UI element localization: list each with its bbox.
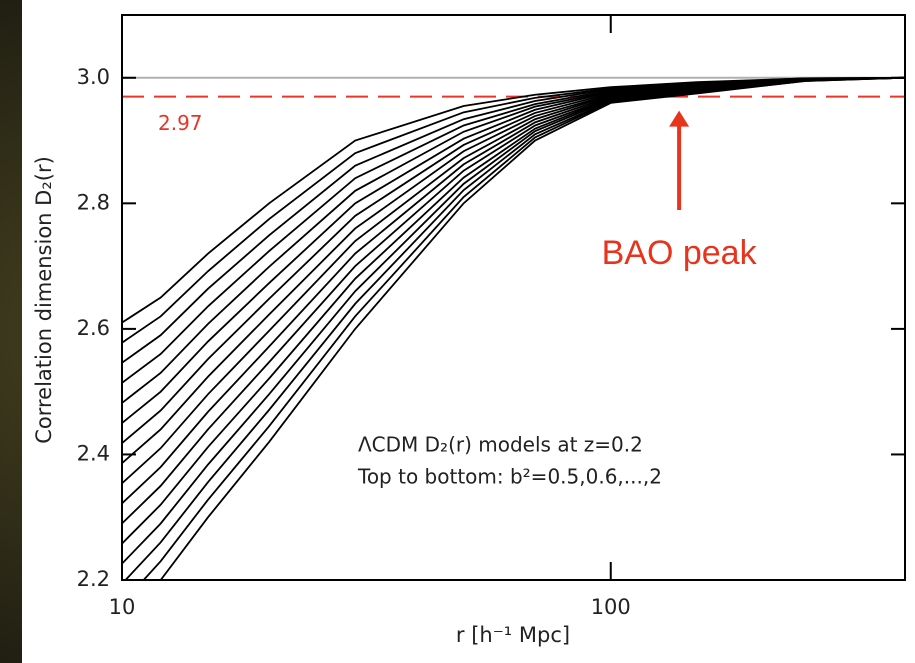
x-tick-label: 10	[109, 595, 136, 619]
note: Top to bottom: b²=0.5,0.6,...,2	[357, 465, 662, 489]
plot-area	[122, 76, 905, 580]
x-axis-label: r [h⁻¹ Mpc]	[456, 623, 570, 647]
annotation-arrowhead	[669, 110, 690, 127]
panel	[22, 0, 915, 663]
note: ΛCDM D₂(r) models at z=0.2	[358, 433, 643, 457]
plot-frame	[121, 14, 906, 581]
reference-label: 2.97	[158, 111, 203, 135]
y-tick-label: 2.8	[77, 190, 110, 214]
y-axis-label: Correlation dimension D₂(r)	[32, 156, 56, 444]
y-tick-label: 2.4	[77, 441, 110, 465]
series-line	[159, 76, 905, 580]
x-tick-label: 100	[591, 595, 631, 619]
y-tick-label: 2.2	[77, 567, 110, 591]
y-tick-label: 2.6	[77, 316, 110, 340]
y-tick-label: 3.0	[77, 65, 110, 89]
annotation: BAO peak	[602, 234, 758, 272]
